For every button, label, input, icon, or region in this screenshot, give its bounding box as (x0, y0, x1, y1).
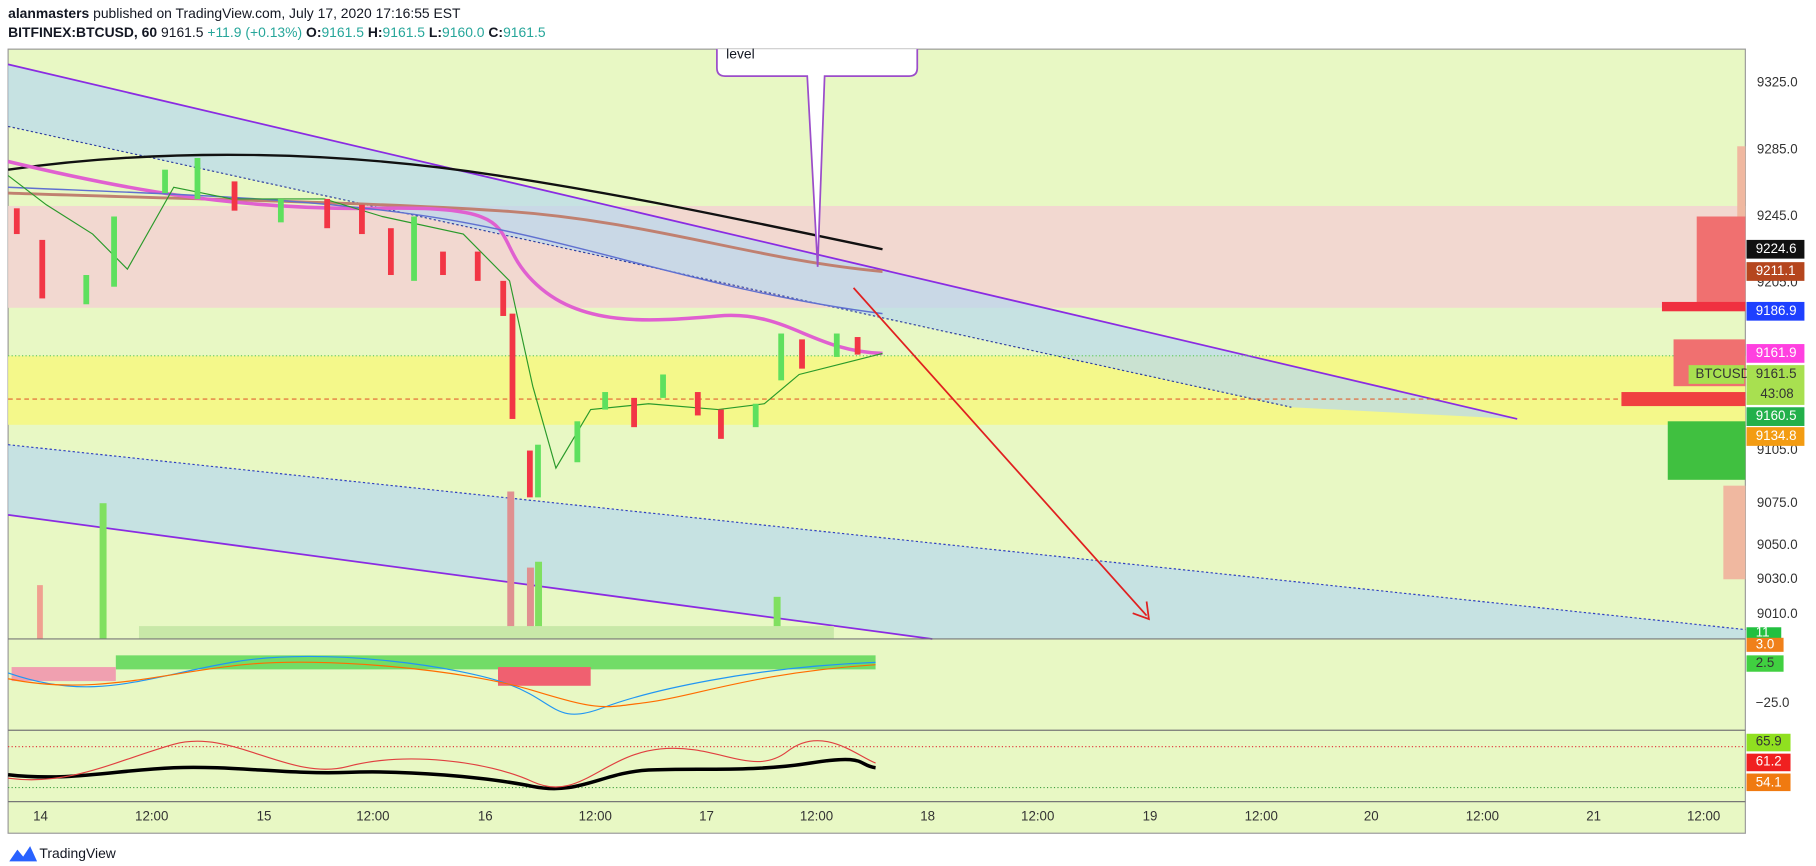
time-label: 12:00 (135, 808, 168, 823)
symbol: BITFINEX:BTCUSD, 60 (8, 23, 157, 39)
ma-blue (8, 186, 883, 315)
price-axis: 9325.0 9285.0 9245.0 9205.0 9105.0 9075.… (1757, 75, 1798, 621)
time-label: 15 (257, 808, 272, 823)
price-label: 9075.0 (1757, 495, 1798, 510)
published: published on TradingView.com, July 17, 2… (93, 5, 461, 21)
time-label: 19 (1143, 808, 1158, 823)
volume-tag: 11 (1756, 625, 1770, 640)
arrow (852, 287, 1148, 617)
trendline (7, 63, 1518, 420)
open-label: O: (306, 23, 321, 39)
low-label: L: (429, 23, 442, 39)
price-tag: 9161.9 (1756, 345, 1797, 360)
rsi-line (7, 757, 876, 791)
tag-bg (1746, 753, 1791, 772)
macd-tag: 3.0 (1756, 636, 1774, 651)
trendline (7, 125, 1292, 408)
price-label: 9030.0 (1757, 571, 1798, 586)
price-tag: 9134.8 (1756, 428, 1797, 443)
time-label: 21 (1586, 808, 1601, 823)
close-label: C: (488, 23, 503, 39)
channel-lower (8, 444, 1746, 639)
price-tag: 9224.6 (1756, 241, 1797, 256)
price-label: 9050.0 (1757, 537, 1798, 552)
rsi-tag: 61.2 (1756, 753, 1782, 768)
price-tag: 9211.1 (1756, 263, 1796, 278)
macd-histogram (11, 667, 116, 682)
time-label: 20 (1364, 808, 1379, 823)
rsi-tag: 54.1 (1756, 774, 1782, 789)
tag-bg (1746, 427, 1805, 446)
time-axis: 14 12:00 15 12:00 16 12:00 17 12:00 18 1… (33, 808, 1720, 823)
header: alanmasters published on TradingView.com… (8, 5, 461, 21)
tag-bg (1746, 407, 1805, 426)
symbol-tag: BTCUSD (1696, 366, 1751, 381)
countdown: 43:08 (1760, 386, 1793, 401)
ma-black (7, 153, 883, 251)
price-label: 9010.0 (1757, 606, 1798, 621)
tag-bg (1746, 344, 1805, 363)
rsi-tag: 65.9 (1756, 733, 1782, 748)
volume (37, 491, 834, 639)
macd-histogram (498, 667, 591, 686)
time-label: 12:00 (1466, 808, 1499, 823)
price-label: 9285.0 (1757, 141, 1798, 156)
price-tag: 9161.5 (1756, 366, 1797, 381)
price-tag: 9160.5 (1756, 408, 1797, 423)
signal-line (7, 661, 876, 708)
open: 9161.5 (321, 23, 364, 39)
time-label: 17 (699, 808, 714, 823)
callout-text: level (726, 46, 755, 62)
low: 9160.0 (442, 23, 485, 39)
symbol-line: BITFINEX:BTCUSD, 60 9161.5 +11.9 (+0.13%… (8, 23, 546, 39)
time-label: 12:00 (579, 808, 612, 823)
time-label: 12:00 (1687, 808, 1720, 823)
time-label: 18 (920, 808, 935, 823)
candles (13, 157, 861, 498)
change: +11.9 (+0.13%) (207, 23, 302, 39)
tag-bg (1746, 301, 1805, 321)
tag-bg (1746, 637, 1784, 652)
callout (716, 49, 919, 267)
price-label: 9245.0 (1757, 208, 1798, 223)
ma-magenta (7, 159, 883, 356)
tag-bg (1746, 262, 1805, 281)
time-label: 12:00 (1021, 808, 1054, 823)
time-label: 12:00 (800, 808, 833, 823)
tag-bg (1746, 733, 1791, 752)
macd-histogram (115, 655, 876, 670)
tag-bg (1746, 365, 1805, 405)
arrow-head (1132, 601, 1150, 621)
last: 9161.5 (161, 23, 204, 39)
tag-bg (1746, 627, 1782, 641)
time-label: 12:00 (1245, 808, 1278, 823)
time-label: 14 (33, 808, 48, 823)
ma-green (7, 175, 883, 470)
footer: TradingView (39, 845, 116, 861)
trendline (8, 444, 1746, 631)
time-label: 16 (478, 808, 493, 823)
macd-tag: 2.5 (1756, 655, 1774, 670)
macd-label: −25.0 (1756, 695, 1790, 710)
high: 9161.5 (383, 23, 426, 39)
author: alanmasters (8, 5, 89, 21)
tag-bg (1746, 239, 1805, 259)
rsi-fast (8, 740, 876, 788)
high-label: H: (368, 23, 383, 39)
ma-brown (8, 191, 883, 273)
price-tag: 9186.9 (1756, 303, 1797, 318)
time-label: 12:00 (356, 808, 389, 823)
price-label: 9325.0 (1757, 75, 1798, 90)
logo (9, 846, 38, 862)
tag-bg (1746, 655, 1784, 672)
tag-bg (1746, 773, 1791, 792)
tag-bg (1688, 365, 1745, 384)
macd-line (7, 655, 876, 715)
close: 9161.5 (503, 23, 546, 39)
